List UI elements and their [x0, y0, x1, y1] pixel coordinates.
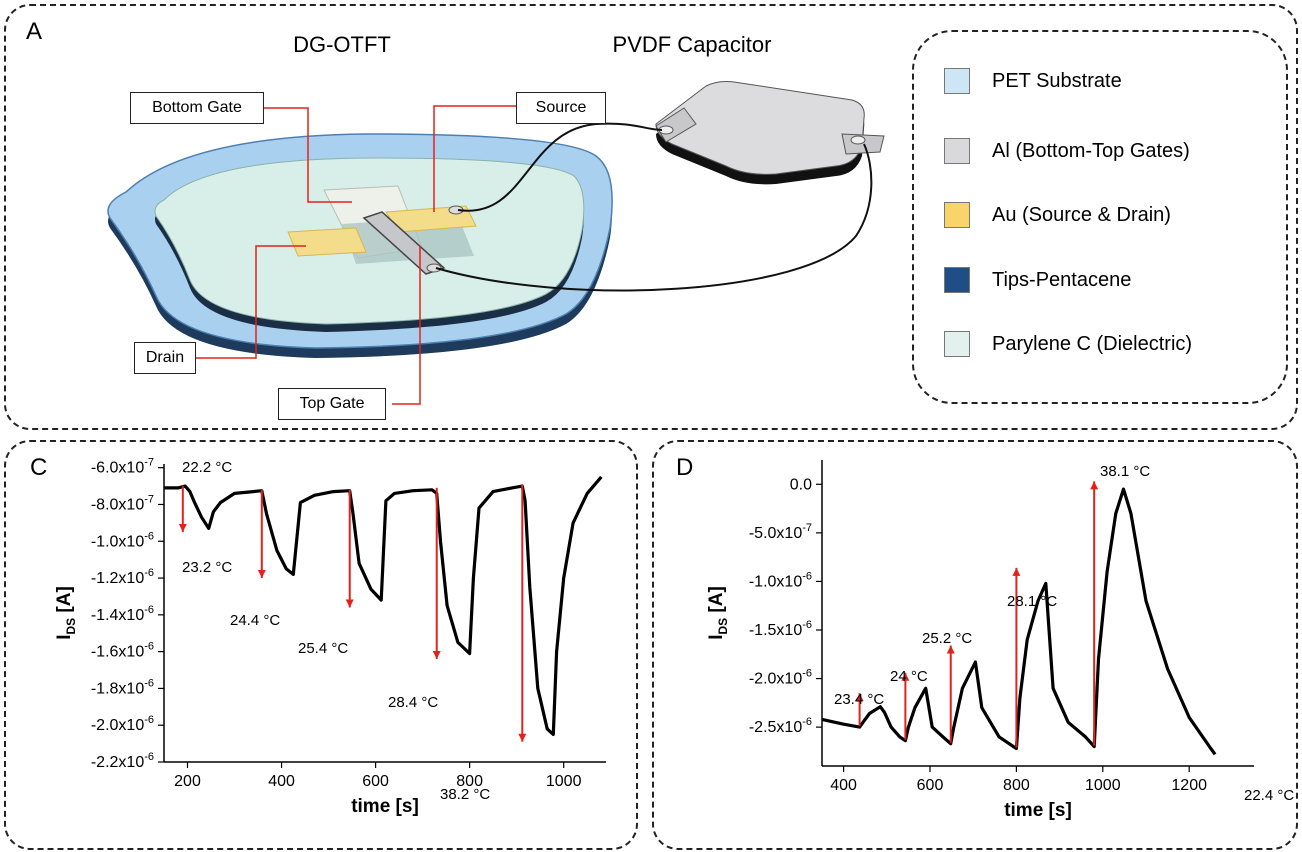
legend-label-au: Au (Source & Drain) [992, 203, 1171, 226]
temperature-label: 24.4 °C [230, 612, 280, 629]
temperature-label: 28.1 °C [1007, 593, 1057, 610]
wire-gate-capacitor [435, 143, 873, 292]
panel-a: A DG-OTFT PVDF Capacitor [4, 4, 1298, 430]
chart-d: 400 600 800 1000 1200 0.0 -5.0x10-7 -1.0x10-6 -1… [706, 460, 1294, 821]
temperature-label: 23.2 °C [182, 559, 232, 576]
temperature-label: 28.4 °C [388, 694, 438, 711]
data-series-line [164, 475, 603, 736]
y-tick-label: 0.0 [790, 476, 812, 493]
temperature-arrow-head [257, 570, 266, 579]
wire-source-capacitor [457, 122, 663, 212]
otft-title: DG-OTFT [293, 32, 391, 57]
temperature-label: 25.4 °C [298, 640, 348, 657]
chart-c: 200 400 600 800 1000 -6.0x10-7 -8.0x10-7 -1.0x1… [54, 457, 606, 817]
pvdf-capacitor [655, 81, 885, 185]
legend-item-au: Au (Source & Drain) [944, 199, 1171, 231]
x-tick-label: 400 [268, 773, 295, 790]
legend-swatch-au [944, 202, 970, 228]
x-tick-label: 600 [917, 777, 944, 794]
x-tick-label: 600 [362, 773, 389, 790]
data-series-line [821, 487, 1217, 756]
legend-item-pentacene: Tips-Pentacene [944, 264, 1131, 296]
legend-swatch-pentacene [944, 267, 970, 293]
y-tick-label: -2.0x10-6 [91, 714, 154, 734]
x-tick-label: 400 [830, 777, 857, 794]
panel-d: D 400 600 800 1000 1200 0.0 -5.0x10-7 -1.0x10-6… [652, 440, 1298, 850]
temperature-label: 24 °C [890, 668, 928, 685]
y-tick-label: -1.8x10-6 [91, 677, 154, 697]
x-tick-label: 1000 [1085, 777, 1121, 794]
legend-swatch-pet [944, 68, 970, 94]
gate-contact [426, 263, 442, 273]
temperature-arrow-head [1090, 481, 1099, 490]
x-axis-title: time [s] [1004, 800, 1072, 821]
temperature-arrow-head [345, 599, 354, 608]
temperature-arrow-head [518, 733, 527, 742]
legend-swatch-al [944, 138, 970, 164]
temperature-arrow-head [432, 650, 441, 659]
temperature-label: 25.2 °C [922, 630, 972, 647]
legend-label-al: Al (Bottom-Top Gates) [992, 139, 1190, 162]
y-tick-label: -6.0x10-7 [91, 457, 154, 477]
y-tick-label: -1.6x10-6 [91, 641, 154, 661]
panel-a-letter: A [26, 18, 43, 45]
callout-drain: Drain [134, 342, 196, 374]
x-tick-label: 1000 [546, 773, 582, 790]
x-tick-label: 800 [1003, 777, 1030, 794]
legend-swatch-parylene [944, 331, 970, 357]
top-gate-strip [362, 211, 446, 275]
y-tick-label: -1.5x10-6 [749, 619, 812, 639]
y-tick-label: -1.2x10-6 [91, 567, 154, 587]
y-tick-label: -5.0x10-7 [749, 522, 812, 542]
temperature-label: 38.1 °C [1100, 463, 1150, 480]
legend-label-pet: PET Substrate [992, 69, 1122, 92]
y-tick-label: -1.0x10-6 [91, 530, 154, 550]
callout-top-gate: Top Gate [278, 388, 386, 420]
temperature-label: 22.4 °C [1244, 787, 1294, 804]
callout-lines [192, 105, 516, 405]
temperature-arrow-head [946, 645, 955, 654]
drain-electrode [287, 227, 367, 257]
panel-c: C 200 400 600 800 1000 -6.0x10-7 -8.0x10-7 -1.0… [4, 440, 638, 850]
temperature-label: 22.2 °C [182, 459, 232, 476]
x-tick-label: 800 [456, 773, 483, 790]
x-tick-label: 200 [174, 773, 201, 790]
legend-label-pentacene: Tips-Pentacene [992, 268, 1132, 291]
y-tick-label: -1.0x10-6 [749, 570, 812, 590]
temperature-arrow-head [1012, 567, 1021, 576]
y-tick-label: -2.2x10-6 [91, 751, 154, 771]
temperature-arrow-head [901, 672, 910, 681]
legend-item-al: Al (Bottom-Top Gates) [944, 135, 1190, 167]
temperature-arrow-head [178, 524, 187, 533]
material-legend: PET Substrate Al (Bottom-Top Gates) Au (… [912, 30, 1288, 404]
legend-item-pet: PET Substrate [944, 65, 1122, 97]
y-axis-title: IDS [A] [54, 586, 78, 640]
legend-item-parylene: Parylene C (Dielectric) [944, 328, 1192, 360]
device-schematic: DG-OTFT PVDF Capacitor [107, 32, 885, 405]
y-axis-title: IDS [A] [706, 586, 730, 640]
y-tick-label: -2.5x10-6 [749, 716, 812, 736]
y-tick-label: -2.0x10-6 [749, 668, 812, 688]
callout-source: Source [516, 92, 606, 124]
panel-d-letter: D [676, 454, 694, 481]
temperature-label: 38.2 °C [440, 786, 490, 803]
y-tick-label: -8.0x10-7 [91, 493, 154, 513]
y-tick-label: -1.4x10-6 [91, 604, 154, 624]
legend-label-parylene: Parylene C (Dielectric) [992, 332, 1193, 355]
temperature-label: 23.4 °C [834, 691, 884, 708]
x-axis-title: time [s] [351, 796, 419, 817]
x-tick-label: 1200 [1171, 777, 1207, 794]
temperature-arrow-head [855, 693, 864, 702]
panel-c-letter: C [30, 454, 48, 481]
callout-bottom-gate: Bottom Gate [130, 92, 264, 124]
capacitor-title: PVDF Capacitor [613, 32, 772, 57]
